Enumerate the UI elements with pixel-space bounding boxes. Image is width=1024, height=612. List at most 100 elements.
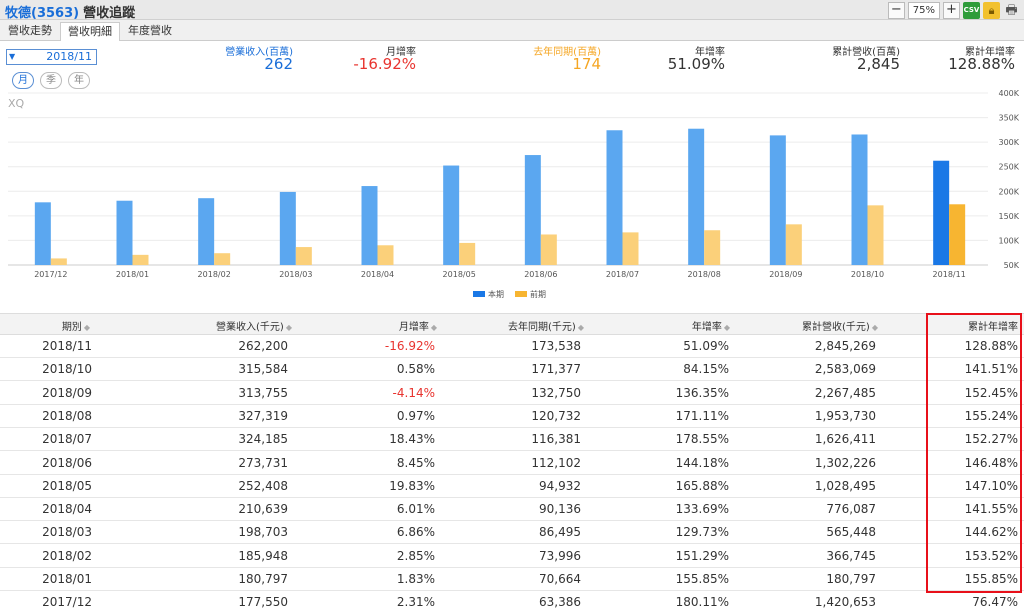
bar-previous	[50, 258, 67, 265]
bar-current	[769, 135, 786, 265]
column-header[interactable]: 年增率 ◆	[610, 318, 730, 333]
title-bar: 牧德(3563) 營收追蹤 − 75% + CSV 🔒︎ 🖶	[0, 0, 1024, 21]
summary-value: 2,845	[857, 55, 900, 73]
column-header[interactable]: 累計營收(千元) ◆	[738, 318, 878, 333]
table-cell: 2018/07	[42, 432, 92, 447]
table-cell: 144.62%	[964, 525, 1018, 540]
bar-previous	[295, 247, 312, 265]
period-month-button[interactable]: 月	[12, 72, 34, 89]
table-cell: 252,408	[238, 478, 288, 493]
tab-revenue-trend[interactable]: 營收走勢	[8, 24, 52, 37]
table-cell: 86,495	[539, 525, 581, 540]
table-row[interactable]: 2018/09 313,755 -4.14% 132,750 136.35% 2,267,…	[0, 382, 1024, 405]
module-name: 營收追蹤	[83, 6, 136, 21]
company-name: 牧德(3563)	[5, 6, 80, 21]
legend-label: 前期	[530, 289, 546, 299]
table-cell: 313,755	[238, 385, 288, 400]
table-cell: 2018/01	[42, 572, 92, 586]
sort-icon[interactable]: ◆	[285, 323, 292, 332]
table-cell: 327,319	[238, 408, 288, 423]
table-row[interactable]: 2017/12 177,550 2.31% 63,386 180.11% 1,420,65…	[0, 591, 1024, 612]
zoom-in-icon[interactable]: +	[943, 1, 960, 19]
table-cell: 19.83%	[389, 478, 435, 493]
sort-icon[interactable]: ◆	[723, 323, 730, 332]
table-row[interactable]: 2018/06 273,731 8.45% 112,102 144.18% 1,302,2…	[0, 452, 1024, 475]
legend-label: 本期	[488, 289, 504, 299]
table-row[interactable]: 2018/05 252,408 19.83% 94,932 165.88% 1,028,4…	[0, 475, 1024, 498]
bar-current	[443, 165, 460, 265]
column-header[interactable]: 去年同期(千元) ◆	[444, 318, 584, 333]
column-header[interactable]: 月增率 ◆	[317, 318, 437, 333]
legend-swatch	[515, 291, 527, 297]
table-row[interactable]: 2018/10 315,584 0.58% 171,377 84.15% 2,583,06…	[0, 358, 1024, 382]
table-row[interactable]: 2018/04 210,639 6.01% 90,136 133.69% 776,087 1…	[0, 498, 1024, 522]
bar-current	[606, 130, 623, 265]
table-cell: 2017/12	[42, 595, 92, 610]
bar-current	[524, 155, 541, 265]
bar-current	[116, 200, 133, 265]
bar-current	[851, 134, 868, 265]
period-year-button[interactable]: 年	[68, 72, 90, 89]
y-tick-label: 50K	[1004, 261, 1020, 270]
table-cell: 155.24%	[964, 408, 1018, 423]
table-cell: 178.55%	[675, 432, 729, 447]
table-cell: 1.83%	[396, 572, 435, 586]
table-cell: 76.47%	[972, 595, 1018, 610]
zoom-out-icon[interactable]: −	[887, 1, 905, 19]
table-cell: 141.55%	[964, 502, 1018, 517]
table-row[interactable]: 2018/01 180,797 1.83% 70,664 155.85% 180,797 1…	[0, 568, 1024, 591]
table-row[interactable]: 2018/11 262,200 -16.92% 173,538 51.09% 2,845,…	[0, 335, 1024, 358]
period-quarter-button[interactable]: 季	[40, 72, 62, 89]
summary-label: 年增率	[695, 47, 725, 58]
bar-previous	[622, 232, 639, 265]
table-cell: 2,267,485	[814, 385, 876, 400]
x-tick-label: 2018/03	[279, 270, 312, 279]
table-cell: 2018/04	[42, 502, 92, 517]
table-cell: 112,102	[531, 455, 581, 470]
column-header[interactable]: 營業收入(千元) ◆	[112, 318, 292, 333]
table-cell: 18.43%	[389, 432, 435, 447]
csv-export-icon[interactable]: CSV	[963, 1, 980, 19]
bar-previous	[214, 253, 231, 265]
table-cell: 63,386	[539, 595, 581, 610]
lock-icon[interactable]: 🔒︎	[983, 1, 1000, 19]
sort-icon[interactable]: ◆	[430, 323, 437, 332]
table-cell: 128.88%	[964, 339, 1018, 353]
table-row[interactable]: 2018/03 198,703 6.86% 86,495 129.73% 565,448 1…	[0, 521, 1024, 545]
summary-value: 174	[572, 55, 601, 73]
table-cell: 0.97%	[396, 408, 435, 423]
table-cell: 1,626,411	[814, 432, 876, 447]
table-cell: 1,028,495	[814, 478, 876, 493]
table-cell: 132,750	[531, 385, 581, 400]
table-row[interactable]: 2018/07 324,185 18.43% 116,381 178.55% 1,626,…	[0, 428, 1024, 452]
table-row[interactable]: 2018/02 185,948 2.85% 73,996 151.29% 366,745 1…	[0, 545, 1024, 568]
table-cell: 120,732	[531, 408, 581, 423]
column-header[interactable]: 期別 ◆	[10, 318, 90, 333]
table-cell: 2018/11	[42, 339, 92, 353]
sort-icon[interactable]: ◆	[577, 323, 584, 332]
sort-icon[interactable]: ◆	[83, 323, 90, 332]
bar-current	[198, 198, 215, 265]
tab-revenue-detail[interactable]: 營收明細	[60, 22, 120, 41]
table-cell: 90,136	[539, 502, 581, 517]
tab-annual-revenue[interactable]: 年度營收	[128, 24, 172, 37]
y-tick-label: 350K	[998, 114, 1019, 123]
bar-previous	[704, 230, 721, 265]
y-tick-label: 100K	[998, 236, 1019, 245]
column-header[interactable]: 累計年增率	[928, 318, 1018, 333]
date-select[interactable]: ▼ 2018/11	[6, 49, 97, 65]
table-cell: 210,639	[238, 502, 288, 517]
summary-value: 262	[264, 55, 293, 73]
table-cell: 141.51%	[964, 362, 1018, 377]
zoom-level[interactable]: 75%	[907, 1, 940, 19]
sort-icon[interactable]: ◆	[871, 323, 878, 332]
x-tick-label: 2018/10	[851, 270, 884, 279]
column-header-label: 期別	[61, 322, 82, 333]
table-cell: 94,932	[539, 478, 581, 493]
table-cell: 180,797	[238, 572, 288, 586]
table-row[interactable]: 2018/08 327,319 0.97% 120,732 171.11% 1,953,7…	[0, 405, 1024, 428]
column-header-label: 年增率	[691, 322, 722, 333]
bar-previous	[377, 245, 394, 265]
table-cell: 146.48%	[964, 455, 1018, 470]
print-icon[interactable]: 🖶	[1005, 2, 1018, 18]
